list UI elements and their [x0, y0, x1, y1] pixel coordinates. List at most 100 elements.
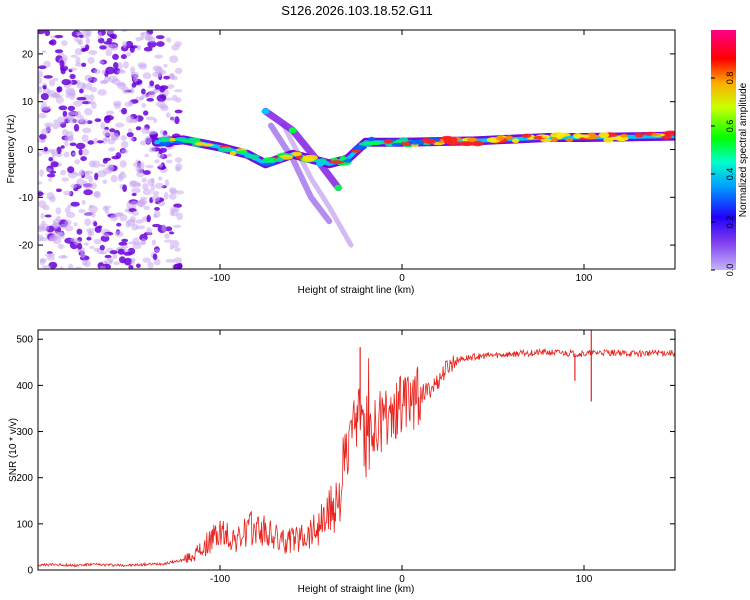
noise-blob: [172, 224, 182, 228]
colorbar-tick-label: 0.8: [725, 72, 735, 85]
signal-blob: [339, 155, 347, 161]
noise-blob: [39, 237, 49, 242]
y-tick-label: 100: [16, 519, 33, 530]
spectral-streak-2: [262, 107, 342, 192]
noise-blob: [69, 67, 77, 71]
noise-blob: [67, 204, 72, 208]
signal-blob: [194, 142, 206, 146]
noise-blob: [125, 220, 131, 228]
x-tick-label: 0: [399, 273, 405, 284]
noise-blob: [153, 214, 158, 218]
signal-blob: [459, 141, 475, 147]
noise-blob: [98, 60, 105, 64]
signal-blob: [471, 140, 484, 147]
noise-blob: [131, 187, 141, 194]
noise-blob: [151, 239, 157, 246]
noise-blob: [173, 203, 183, 208]
noise-blob: [57, 52, 65, 56]
noise-blob: [166, 37, 172, 43]
colorbar-tick-label: 0.4: [725, 168, 735, 181]
noise-blob: [38, 200, 47, 209]
noise-blob: [145, 116, 156, 121]
noise-blob: [68, 93, 76, 97]
noise-blob: [99, 244, 105, 251]
noise-blob: [93, 68, 101, 75]
noise-blob: [53, 119, 58, 124]
spectrogram-marks: [38, 30, 675, 269]
noise-blob: [38, 181, 43, 185]
noise-blob: [44, 253, 55, 257]
noise-blob: [138, 63, 148, 70]
noise-blob: [64, 207, 71, 214]
noise-blob: [81, 259, 88, 267]
noise-blob: [48, 157, 53, 162]
noise-blob: [43, 146, 48, 152]
noise-blob: [101, 69, 106, 75]
noise-blob: [78, 149, 83, 156]
noise-blob: [59, 60, 65, 68]
noise-blob: [174, 67, 183, 74]
noise-blob: [150, 183, 155, 192]
noise-blob: [46, 90, 56, 97]
noise-blob: [109, 250, 118, 255]
noise-blob: [113, 261, 120, 266]
noise-blob: [73, 100, 83, 107]
noise-blob: [105, 48, 113, 57]
noise-blob: [135, 225, 146, 230]
noise-blob: [164, 239, 172, 243]
noise-blob: [158, 149, 163, 155]
noise-blob: [147, 84, 156, 89]
signal-blob: [260, 162, 276, 167]
noise-blob: [105, 30, 115, 35]
noise-blob: [121, 86, 130, 94]
noise-blob: [164, 179, 170, 187]
signal-blob: [550, 132, 567, 139]
noise-blob: [75, 142, 86, 150]
noise-blob: [142, 257, 151, 263]
noise-blob: [135, 36, 142, 42]
noise-blob: [110, 174, 118, 183]
noise-blob: [142, 72, 152, 80]
noise-blob: [126, 132, 134, 138]
noise-blob: [86, 236, 92, 241]
noise-blob: [109, 128, 116, 133]
noise-blob: [118, 241, 128, 246]
noise-blob: [150, 177, 155, 184]
signal-blob: [174, 137, 188, 142]
noise-blob: [85, 37, 91, 45]
noise-blob: [154, 54, 163, 59]
signal-blob: [301, 157, 315, 162]
noise-blob: [131, 192, 137, 197]
noise-blob: [141, 177, 147, 183]
signal-blob: [159, 141, 169, 147]
signal-blob: [540, 138, 553, 143]
noise-blob: [160, 129, 165, 135]
noise-blob: [61, 177, 69, 182]
noise-blob: [77, 243, 83, 250]
noise-blob: [127, 128, 133, 134]
noise-blob: [118, 173, 127, 179]
noise-blob: [143, 110, 149, 116]
noise-blob: [87, 140, 95, 145]
noise-blob: [121, 238, 129, 243]
noise-blob: [147, 40, 157, 48]
noise-blob: [152, 190, 160, 196]
noise-blob: [100, 235, 110, 242]
noise-blob: [154, 248, 160, 253]
noise-blob: [64, 135, 74, 141]
noise-blob: [80, 252, 86, 259]
noise-blob: [174, 247, 181, 252]
noise-blob: [81, 62, 87, 67]
noise-blob: [130, 66, 136, 75]
noise-blob: [145, 164, 154, 169]
signal-blob: [410, 139, 420, 145]
signal-blob: [511, 138, 520, 143]
noise-blob: [96, 170, 107, 178]
noise-blob: [97, 225, 103, 229]
noise-blob: [112, 53, 119, 61]
signal-blob: [650, 133, 662, 136]
colorbar-ticks: 0.0 0.2 0.4 0.6 0.8: [711, 72, 735, 276]
noise-blob: [129, 87, 135, 95]
noise-blob: [50, 161, 59, 168]
noise-blob: [44, 214, 52, 218]
